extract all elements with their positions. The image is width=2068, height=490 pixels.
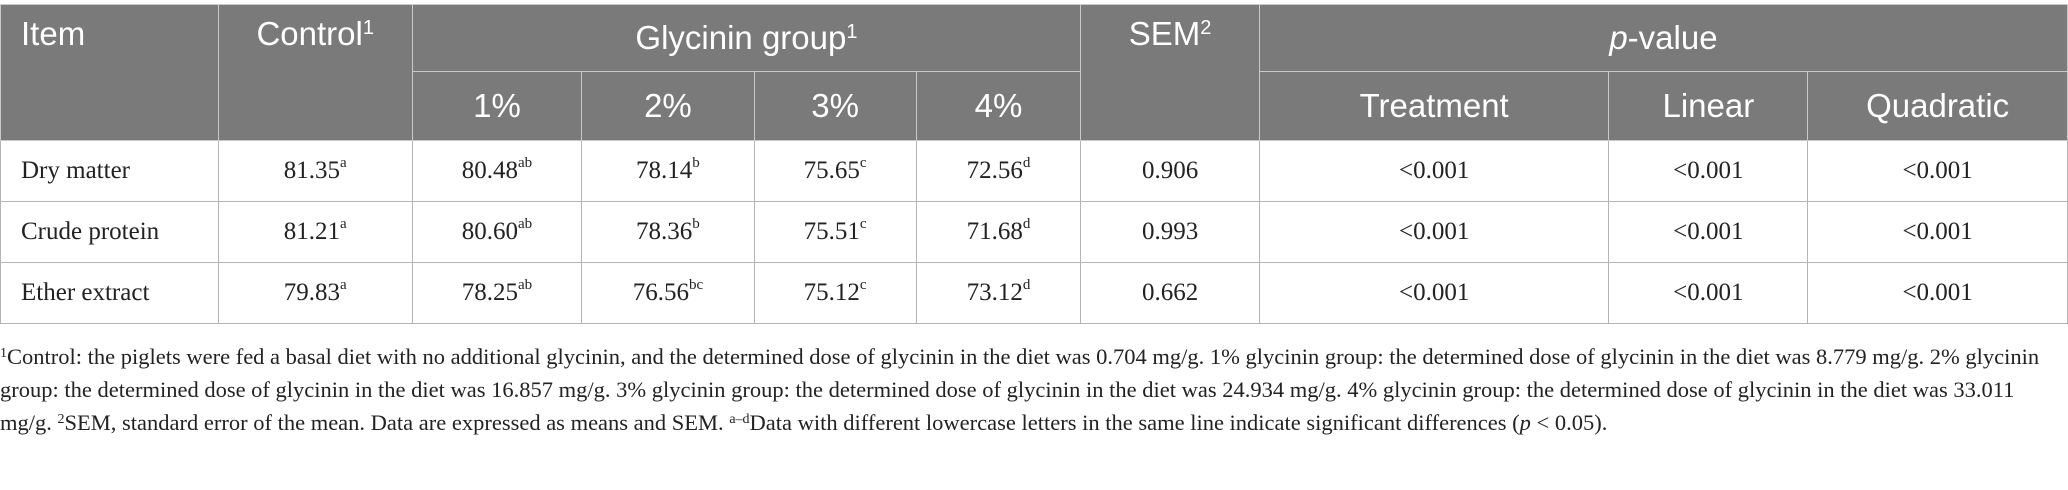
table-row: Crude protein 81.21a 80.60ab 78.36b 75.5… <box>0 201 2068 263</box>
cell-dose-1: 80.48ab <box>411 140 583 202</box>
cell-quadratic: <0.001 <box>1807 201 2068 263</box>
cell-linear: <0.001 <box>1608 140 1809 202</box>
cell-dose-1: 80.60ab <box>411 201 583 263</box>
footnote-marker-2: 2 <box>57 412 65 427</box>
header-linear: Linear <box>1608 71 1809 141</box>
cell-dose-3: 75.51c <box>753 201 917 263</box>
header-treatment: Treatment <box>1258 71 1610 141</box>
footnote-p: p <box>1519 410 1531 435</box>
header-glycinin-group: Glycinin group1 <box>411 4 1082 72</box>
header-quadratic: Quadratic <box>1807 71 2068 141</box>
cell-dose-4: 72.56d <box>915 140 1082 202</box>
cell-sem: 0.993 <box>1080 201 1260 263</box>
cell-treatment: <0.001 <box>1258 140 1610 202</box>
footnote-marker-3: a–d <box>729 412 750 427</box>
cell-dose-4: 71.68d <box>915 201 1082 263</box>
row-item: Ether extract <box>0 262 219 324</box>
table-row: Ether extract 79.83a 78.25ab 76.56bc 75.… <box>0 262 2068 324</box>
cell-control: 81.21a <box>217 201 413 263</box>
header-control: Control1 <box>217 4 413 141</box>
footnote-text-1: Control: the piglets were fed a basal di… <box>0 344 2040 435</box>
cell-control: 79.83a <box>217 262 413 324</box>
cell-dose-3: 75.65c <box>753 140 917 202</box>
footnote-text-2: SEM, standard error of the mean. Data ar… <box>64 410 730 435</box>
header-dose-3: 3% <box>753 71 917 141</box>
cell-dose-2: 78.14b <box>581 140 755 202</box>
header-dose-2: 2% <box>581 71 755 141</box>
cell-sem: 0.906 <box>1080 140 1260 202</box>
cell-dose-4: 73.12d <box>915 262 1082 324</box>
cell-linear: <0.001 <box>1608 262 1809 324</box>
cell-dose-2: 78.36b <box>581 201 755 263</box>
footnote-marker-1: 1 <box>0 346 7 361</box>
footnote-text-4: < 0.05). <box>1530 410 1608 435</box>
footnote-text-3: Data with different lowercase letters in… <box>749 410 1520 435</box>
cell-dose-2: 76.56bc <box>581 262 755 324</box>
table-row: Dry matter 81.35a 80.48ab 78.14b 75.65c … <box>0 140 2068 202</box>
cell-linear: <0.001 <box>1608 201 1809 263</box>
row-item: Crude protein <box>0 201 219 263</box>
header-sem: SEM2 <box>1080 4 1260 141</box>
cell-quadratic: <0.001 <box>1807 140 2068 202</box>
row-item: Dry matter <box>0 140 219 202</box>
cell-quadratic: <0.001 <box>1807 262 2068 324</box>
header-p-value: p-value <box>1258 4 2068 72</box>
cell-dose-3: 75.12c <box>753 262 917 324</box>
digestibility-table: Item Control1 Glycinin group1 SEM2 p-val… <box>0 4 2068 324</box>
header-item: Item <box>0 4 219 141</box>
cell-treatment: <0.001 <box>1258 262 1610 324</box>
header-dose-1: 1% <box>411 71 583 141</box>
cell-control: 81.35a <box>217 140 413 202</box>
header-dose-4: 4% <box>915 71 1082 141</box>
cell-dose-1: 78.25ab <box>411 262 583 324</box>
cell-sem: 0.662 <box>1080 262 1260 324</box>
table-footnote: 1Control: the piglets were fed a basal d… <box>0 340 2064 439</box>
cell-treatment: <0.001 <box>1258 201 1610 263</box>
